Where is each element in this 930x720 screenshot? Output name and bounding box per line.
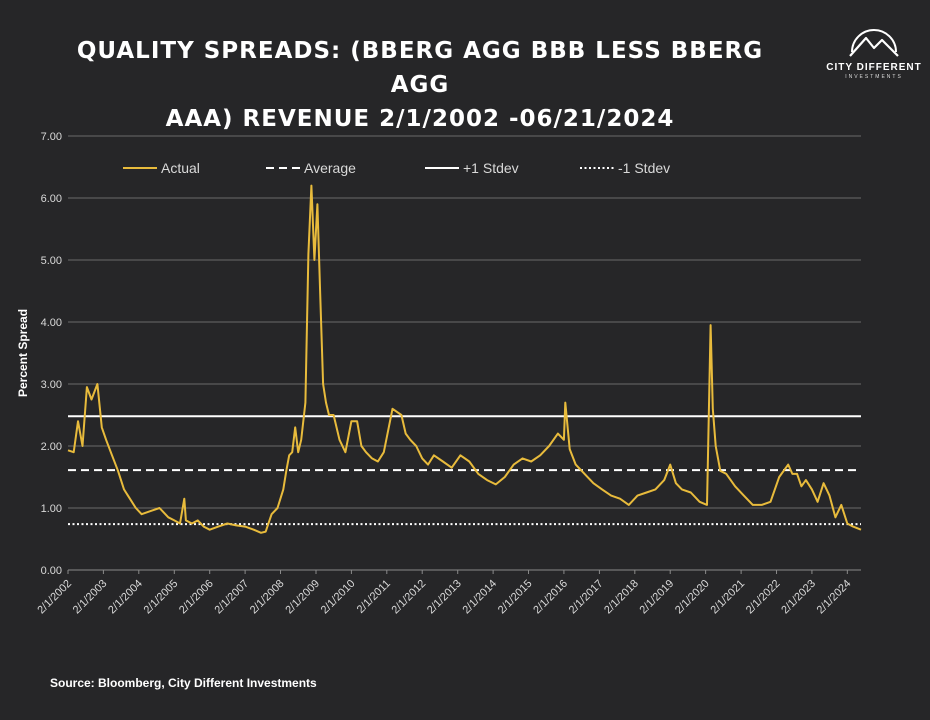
x-tick-label: 2/1/2020 (673, 578, 712, 617)
y-tick-label: 1.00 (41, 503, 62, 515)
x-tick-label: 2/1/2009 (283, 578, 322, 617)
mountain-circle-logo-icon (849, 29, 899, 57)
x-tick-label: 2/1/2008 (248, 578, 287, 617)
y-tick-label: 6.00 (41, 193, 62, 205)
y-tick-label: 4.00 (41, 317, 62, 329)
x-tick-label: 2/1/2010 (319, 578, 358, 617)
legend-label: Average (304, 160, 356, 176)
y-tick-label: 3.00 (41, 379, 62, 391)
x-tick-label: 2/1/2022 (744, 578, 783, 617)
x-tick-label: 2/1/2013 (425, 578, 464, 617)
legend-label: -1 Stdev (618, 160, 670, 176)
y-axis-title: Percent Spread (16, 309, 30, 397)
chart-title-line1: QUALITY SPREADS: (BBERG AGG BBB LESS BBE… (76, 38, 764, 98)
x-tick-label: 2/1/2014 (460, 578, 499, 617)
logo-name: CITY DIFFERENT (826, 62, 922, 73)
logo-subtitle: INVESTMENTS (845, 74, 903, 80)
x-tick-label: 2/1/2003 (71, 578, 110, 617)
y-tick-label: 7.00 (41, 131, 62, 143)
legend-label: +1 Stdev (463, 160, 519, 176)
x-tick-label: 2/1/2006 (177, 578, 216, 617)
x-tick-label: 2/1/2002 (35, 578, 74, 617)
company-logo: CITY DIFFERENT INVESTMENTS (826, 18, 922, 90)
series-line-actual (67, 184, 862, 534)
x-tick-label: 2/1/2018 (602, 578, 641, 617)
y-tick-label: 0.00 (41, 565, 62, 577)
x-tick-label: 2/1/2021 (708, 578, 747, 617)
x-tick-label: 2/1/2005 (142, 578, 181, 617)
x-tick-label: 2/1/2016 (531, 578, 570, 617)
x-tick-label: 2/1/2015 (496, 578, 535, 617)
x-tick-label: 2/1/2012 (390, 578, 429, 617)
x-tick-label: 2/1/2004 (106, 578, 145, 617)
y-tick-label: 5.00 (41, 255, 62, 267)
legend-label: Actual (161, 160, 200, 176)
x-tick-label: 2/1/2019 (638, 578, 677, 617)
source-note: Source: Bloomberg, City Different Invest… (50, 676, 317, 690)
x-tick-label: 2/1/2011 (355, 578, 393, 616)
chart-title: QUALITY SPREADS: (BBERG AGG BBB LESS BBE… (60, 34, 780, 136)
x-tick-label: 2/1/2023 (779, 578, 818, 617)
y-tick-label: 2.00 (41, 441, 62, 453)
x-tick-label: 2/1/2007 (212, 578, 251, 617)
x-tick-label: 2/1/2024 (815, 578, 854, 617)
x-tick-label: 2/1/2017 (567, 578, 606, 617)
chart-title-line2: AAA) REVENUE 2/1/2002 -06/21/2024 (165, 106, 675, 132)
